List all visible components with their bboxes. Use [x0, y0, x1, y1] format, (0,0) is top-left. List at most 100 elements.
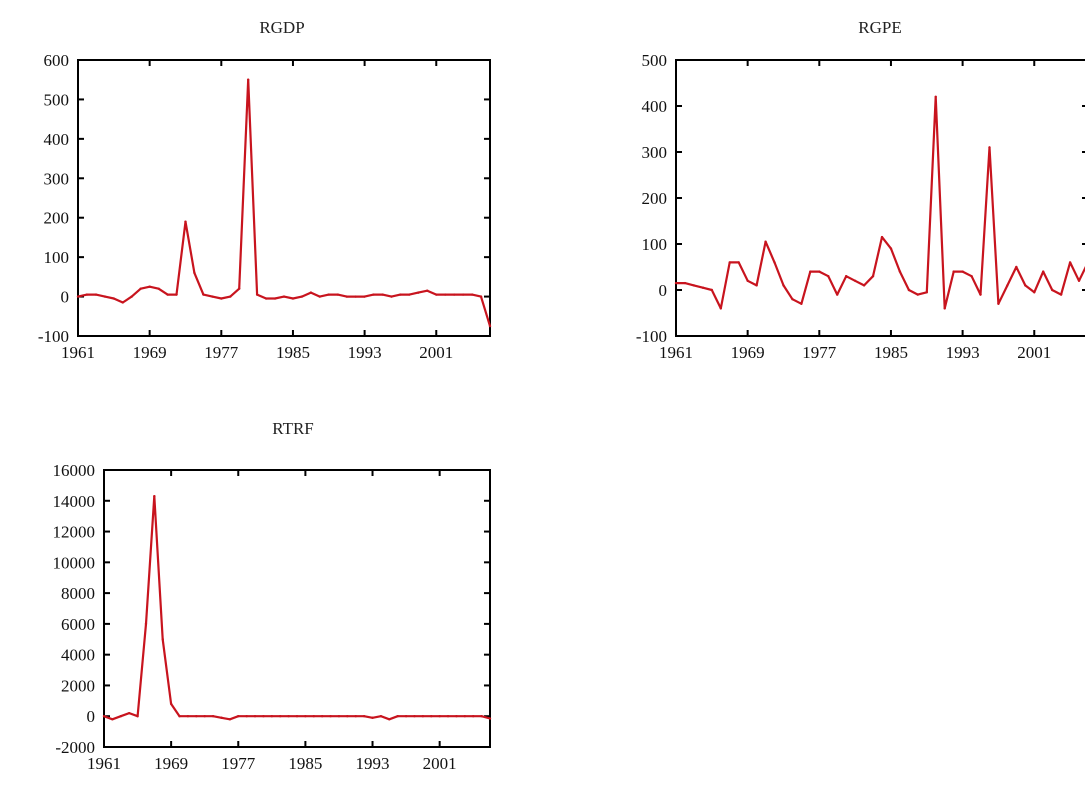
- y-tick-label-rgdp-600: 600: [44, 51, 70, 70]
- data-point-rgdp-1991: [345, 295, 348, 298]
- x-tick-label-rgpe-1969: 1969: [731, 343, 765, 362]
- data-point-rtrf-1997: [404, 715, 408, 718]
- x-tick-label-rtrf-1969: 1969: [154, 754, 188, 773]
- data-point-rgdp-1965: [112, 297, 116, 300]
- data-point-rgpe-2004: [1059, 293, 1063, 296]
- chart-title-rgdp: RGDP: [259, 18, 304, 37]
- x-tick-label-rtrf-2001: 2001: [423, 754, 457, 773]
- data-point-rtrf-2005: [472, 715, 475, 718]
- y-tick-label-rtrf-8000: 8000: [61, 584, 95, 603]
- data-point-rgdp-1983: [273, 297, 277, 300]
- data-point-rgpe-1962: [683, 281, 687, 285]
- data-point-rgpe-1975: [800, 302, 803, 305]
- data-point-rgdp-1995: [381, 293, 384, 296]
- data-point-rgpe-1987: [907, 288, 911, 292]
- data-point-rtrf-1992: [362, 715, 366, 718]
- data-point-rgpe-1984: [880, 235, 884, 239]
- data-point-rtrf-2007: [488, 717, 492, 720]
- x-tick-label-rgdp-1977: 1977: [204, 343, 239, 362]
- data-point-rgdp-1985: [291, 297, 295, 300]
- data-point-rtrf-1976: [228, 718, 232, 721]
- plot-frame-rgdp: [77, 59, 491, 337]
- data-point-rgpe-1965: [710, 288, 714, 292]
- y-tick-label-rgpe-500: 500: [642, 51, 668, 70]
- data-point-rgdp-1998: [408, 293, 411, 296]
- data-point-rgpe-1977: [818, 270, 821, 273]
- data-point-rtrf-1990: [346, 715, 349, 718]
- plot-frame-rgpe: [675, 59, 1085, 337]
- data-point-rgdp-1969: [148, 285, 151, 288]
- data-point-rgpe-1983: [871, 275, 875, 278]
- x-tick-label-rtrf-1985: 1985: [288, 754, 322, 773]
- data-point-rtrf-1982: [279, 715, 282, 718]
- data-point-rgdp-1981: [255, 293, 259, 296]
- data-point-rtrf-1991: [354, 715, 357, 718]
- data-point-rgdp-1989: [327, 293, 330, 296]
- y-tick-label-rgdp-100: 100: [44, 248, 70, 267]
- data-point-rtrf-1968: [161, 638, 164, 641]
- data-point-rgpe-2005: [1068, 261, 1072, 264]
- data-point-rgpe-1996: [988, 146, 991, 149]
- data-point-rtrf-1981: [270, 715, 274, 718]
- y-tick-label-rtrf-10000: 10000: [53, 553, 96, 572]
- data-point-rgdp-2005: [470, 293, 474, 296]
- data-point-rgpe-1980: [844, 275, 848, 278]
- data-point-rgdp-1988: [318, 295, 322, 298]
- data-point-rgdp-1984: [282, 295, 286, 298]
- data-point-rgpe-1998: [1006, 284, 1009, 287]
- data-point-rgpe-1979: [836, 293, 839, 296]
- data-point-rgdp-1976: [211, 295, 214, 298]
- data-point-rtrf-1996: [396, 715, 399, 718]
- data-point-rgpe-1967: [728, 261, 731, 264]
- data-point-rgpe-1993: [961, 270, 964, 273]
- y-tick-label-rgdp-300: 300: [44, 169, 70, 188]
- x-tick-label-rgpe-1985: 1985: [874, 343, 908, 362]
- data-point-rgdp-1974: [193, 271, 196, 275]
- data-point-rgdp-1967: [130, 295, 133, 298]
- data-point-rgpe-1994: [970, 275, 973, 278]
- x-tick-label-rgpe-1961: 1961: [659, 343, 693, 362]
- data-point-rgpe-1974: [791, 298, 794, 301]
- tick-group-rgdp: 1961 1969 1977 1985 1993 2001 -100 0 100 200 300 40…: [38, 51, 490, 362]
- data-point-rtrf-2006: [480, 715, 483, 718]
- chart-title-rgpe: RGPE: [858, 18, 901, 37]
- data-point-rgpe-2006: [1077, 279, 1081, 282]
- tick-group-rtrf: 1961 1969 1977 1985 1993 2001 -2000 0 2000 4000 60…: [53, 461, 490, 773]
- data-point-rtrf-1984: [295, 715, 299, 718]
- data-point-rtrf-1978: [245, 715, 248, 718]
- x-tick-label-rtrf-1993: 1993: [356, 754, 390, 773]
- data-point-rtrf-1967: [153, 494, 156, 498]
- data-point-rgdp-1979: [238, 287, 241, 290]
- data-point-rgpe-1964: [701, 286, 705, 289]
- y-tick-label-rtrf-0: 0: [87, 707, 96, 726]
- y-tick-label-rtrf-6000: 6000: [61, 615, 95, 634]
- data-point-rgdp-1978: [229, 295, 232, 298]
- data-point-rgdp-1975: [202, 293, 205, 296]
- data-point-rtrf-1989: [337, 715, 341, 718]
- chart-title-rtrf: RTRF: [272, 419, 314, 438]
- data-point-rtrf-1988: [329, 715, 332, 718]
- y-tick-label-rtrf-4000: 4000: [61, 646, 95, 665]
- y-tick-label-rtrf-16000: 16000: [53, 461, 96, 480]
- tick-group-rgpe: 1961 1969 1977 1985 1993 2001 -100 0 100 200 300 40…: [636, 51, 1085, 362]
- y-tick-label-rgpe-0: 0: [659, 281, 668, 300]
- y-tick-label-rtrf-14000: 14000: [53, 492, 96, 511]
- data-point-rgdp-1963: [94, 293, 98, 296]
- data-point-rtrf-1975: [220, 716, 223, 719]
- data-point-rgdp-1962: [85, 293, 89, 296]
- data-point-rtrf-2002: [446, 715, 450, 718]
- data-point-rgpe-2002: [1042, 270, 1045, 273]
- chart-rtrf: RTRF 1961 1969 1977 1985 1993 2001 -2000 0 2000 4…: [53, 419, 492, 773]
- series-line-rtrf: [103, 495, 491, 721]
- data-point-rtrf-1962: [111, 718, 114, 721]
- data-point-rgpe-1989: [925, 291, 928, 294]
- data-point-rgdp-1999: [417, 291, 420, 294]
- data-point-rgpe-1969: [746, 279, 749, 282]
- data-point-rgpe-1970: [755, 284, 758, 287]
- x-tick-label-rtrf-1977: 1977: [221, 754, 256, 773]
- data-point-rtrf-1974: [211, 715, 215, 718]
- data-point-rgdp-2002: [444, 293, 447, 296]
- y-tick-label-rgdp-400: 400: [44, 130, 70, 149]
- y-tick-label-rgdp-0: 0: [61, 288, 70, 307]
